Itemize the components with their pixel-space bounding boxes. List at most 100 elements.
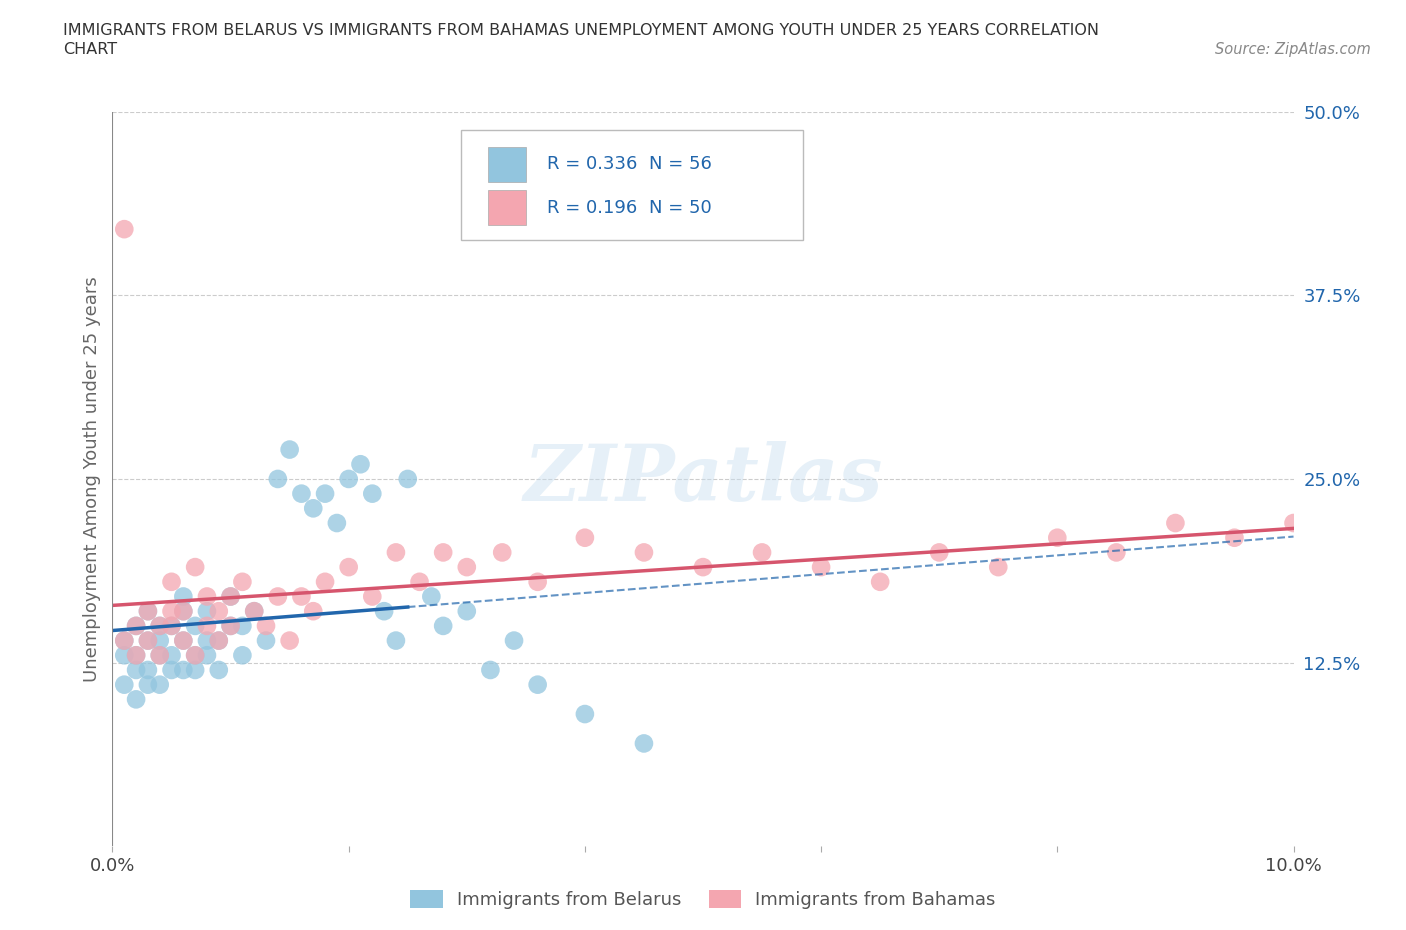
Point	[314, 486, 336, 501]
Point	[208, 604, 231, 618]
Point	[160, 648, 183, 663]
Point	[349, 457, 371, 472]
Point	[149, 633, 172, 648]
Point	[149, 618, 172, 633]
Point	[112, 633, 135, 648]
Point	[195, 648, 218, 663]
Point	[219, 618, 242, 633]
Point	[231, 618, 253, 633]
Point	[869, 575, 891, 590]
Text: ZIPatlas: ZIPatlas	[523, 441, 883, 517]
Point	[125, 618, 148, 633]
Point	[136, 604, 159, 618]
Point	[479, 662, 502, 677]
Point	[208, 633, 231, 648]
Point	[928, 545, 950, 560]
Point	[1105, 545, 1128, 560]
Point	[267, 589, 290, 604]
Point	[243, 604, 266, 618]
Point	[1046, 530, 1069, 545]
Point	[633, 736, 655, 751]
Point	[278, 633, 301, 648]
Point	[432, 618, 454, 633]
Point	[112, 221, 135, 236]
Point	[160, 618, 183, 633]
Point	[456, 560, 478, 575]
FancyBboxPatch shape	[461, 130, 803, 240]
Point	[160, 604, 183, 618]
Point	[195, 618, 218, 633]
Text: R = 0.336: R = 0.336	[547, 155, 637, 174]
Point	[231, 575, 253, 590]
Point	[112, 633, 135, 648]
Point	[373, 604, 395, 618]
Point	[254, 618, 277, 633]
Text: Source: ZipAtlas.com: Source: ZipAtlas.com	[1215, 42, 1371, 57]
Point	[125, 618, 148, 633]
Point	[408, 575, 430, 590]
Point	[149, 648, 172, 663]
Point	[254, 633, 277, 648]
Text: IMMIGRANTS FROM BELARUS VS IMMIGRANTS FROM BAHAMAS UNEMPLOYMENT AMONG YOUTH UNDE: IMMIGRANTS FROM BELARUS VS IMMIGRANTS FR…	[63, 23, 1099, 38]
Point	[195, 604, 218, 618]
Point	[574, 530, 596, 545]
Point	[337, 560, 360, 575]
Point	[219, 589, 242, 604]
Point	[526, 677, 548, 692]
Point	[810, 560, 832, 575]
Point	[361, 589, 384, 604]
Point	[491, 545, 513, 560]
Point	[1223, 530, 1246, 545]
Point	[184, 648, 207, 663]
Point	[172, 633, 194, 648]
Text: N = 56: N = 56	[648, 155, 711, 174]
Point	[208, 662, 231, 677]
Point	[278, 442, 301, 457]
Point	[987, 560, 1010, 575]
Text: CHART: CHART	[63, 42, 117, 57]
Point	[751, 545, 773, 560]
Point	[149, 618, 172, 633]
Point	[125, 662, 148, 677]
Point	[160, 618, 183, 633]
Point	[219, 618, 242, 633]
Point	[1282, 515, 1305, 530]
Point	[208, 633, 231, 648]
Point	[420, 589, 443, 604]
Point	[136, 604, 159, 618]
Point	[267, 472, 290, 486]
Point	[385, 545, 408, 560]
Point	[172, 604, 194, 618]
Point	[172, 589, 194, 604]
Point	[195, 589, 218, 604]
Point	[231, 648, 253, 663]
Point	[184, 648, 207, 663]
Point	[125, 648, 148, 663]
Point	[302, 501, 325, 516]
Point	[136, 633, 159, 648]
Point	[692, 560, 714, 575]
Point	[112, 677, 135, 692]
Point	[160, 575, 183, 590]
Point	[172, 662, 194, 677]
FancyBboxPatch shape	[488, 190, 526, 225]
Point	[1164, 515, 1187, 530]
Point	[136, 633, 159, 648]
Text: N = 50: N = 50	[648, 199, 711, 217]
Point	[574, 707, 596, 722]
Point	[456, 604, 478, 618]
Point	[337, 472, 360, 486]
Point	[184, 560, 207, 575]
Point	[160, 662, 183, 677]
Point	[172, 633, 194, 648]
Point	[112, 648, 135, 663]
Point	[125, 648, 148, 663]
Legend: Immigrants from Belarus, Immigrants from Bahamas: Immigrants from Belarus, Immigrants from…	[404, 883, 1002, 916]
Point	[302, 604, 325, 618]
Point	[184, 662, 207, 677]
Point	[136, 662, 159, 677]
Point	[290, 486, 312, 501]
Point	[172, 604, 194, 618]
Point	[219, 589, 242, 604]
Text: R = 0.196: R = 0.196	[547, 199, 637, 217]
